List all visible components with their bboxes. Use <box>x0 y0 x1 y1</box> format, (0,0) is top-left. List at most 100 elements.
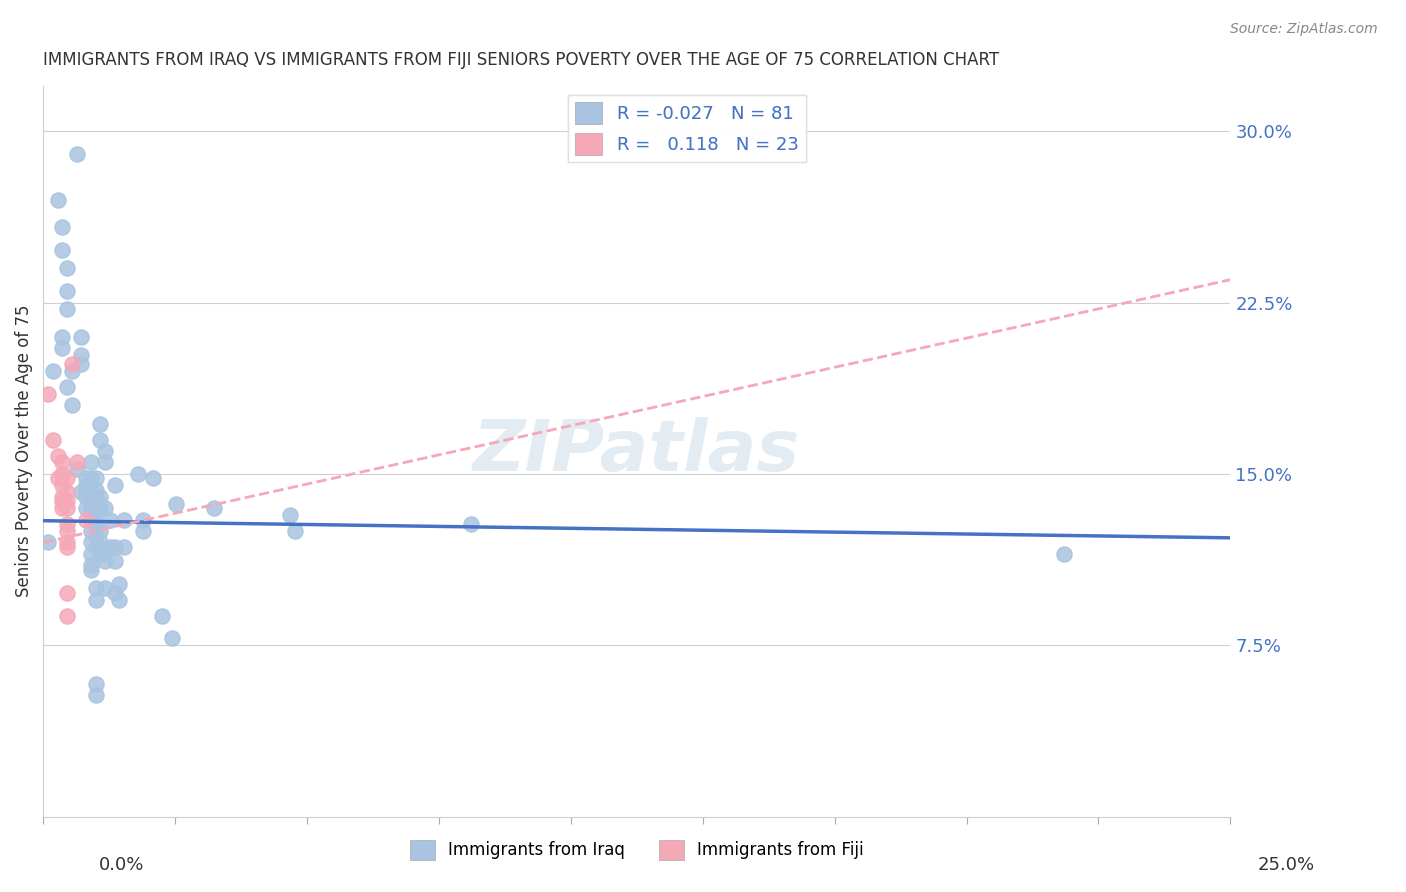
Point <box>42 433 65 447</box>
Point <box>89 524 111 538</box>
Point <box>51 494 73 508</box>
Point <box>56 494 79 508</box>
Point <box>51 220 73 235</box>
Point <box>80 563 103 577</box>
Text: 0.0%: 0.0% <box>98 856 143 874</box>
Point <box>75 471 97 485</box>
Point <box>56 608 79 623</box>
Point <box>75 485 97 500</box>
Point <box>94 581 117 595</box>
Point <box>112 540 135 554</box>
Point <box>70 330 93 344</box>
Point <box>56 535 79 549</box>
Point <box>51 478 73 492</box>
Point <box>37 387 59 401</box>
Text: 25.0%: 25.0% <box>1257 856 1315 874</box>
Point <box>56 302 79 317</box>
Point <box>70 485 93 500</box>
Text: IMMIGRANTS FROM IRAQ VS IMMIGRANTS FROM FIJI SENIORS POVERTY OVER THE AGE OF 75 : IMMIGRANTS FROM IRAQ VS IMMIGRANTS FROM … <box>44 51 1000 69</box>
Point <box>60 364 83 378</box>
Point <box>56 261 79 276</box>
Point <box>56 517 79 532</box>
Point <box>108 592 131 607</box>
Point <box>80 483 103 497</box>
Point <box>89 535 111 549</box>
Point <box>70 348 93 362</box>
Point <box>60 398 83 412</box>
Point <box>104 554 127 568</box>
Point <box>80 558 103 573</box>
Point <box>89 417 111 431</box>
Point <box>75 490 97 504</box>
Point <box>75 501 97 516</box>
Point <box>104 478 127 492</box>
Point <box>94 554 117 568</box>
Point <box>84 483 107 497</box>
Text: Source: ZipAtlas.com: Source: ZipAtlas.com <box>1230 22 1378 37</box>
Text: ZIPatlas: ZIPatlas <box>474 417 800 485</box>
Point <box>284 524 307 538</box>
Point <box>84 506 107 520</box>
Point <box>460 517 482 532</box>
Point <box>94 501 117 516</box>
Point <box>112 512 135 526</box>
Point <box>51 243 73 257</box>
Point <box>75 478 97 492</box>
Point <box>60 357 83 371</box>
Point <box>80 501 103 516</box>
Point <box>51 467 73 481</box>
Point <box>104 585 127 599</box>
Point <box>46 449 69 463</box>
Point <box>51 455 73 469</box>
Point <box>70 357 93 371</box>
Point <box>84 592 107 607</box>
Point <box>89 490 111 504</box>
Point <box>66 455 89 469</box>
Point <box>132 524 155 538</box>
Point <box>56 524 79 538</box>
Point <box>142 471 165 485</box>
Point <box>84 528 107 542</box>
Point <box>51 501 73 516</box>
Point <box>80 547 103 561</box>
Point <box>46 471 69 485</box>
Point <box>56 585 79 599</box>
Point <box>66 462 89 476</box>
Point <box>56 284 79 298</box>
Point <box>84 517 107 532</box>
Point <box>51 330 73 344</box>
Point <box>75 512 97 526</box>
Point <box>66 147 89 161</box>
Point <box>84 677 107 691</box>
Point <box>80 512 103 526</box>
Point <box>98 540 121 554</box>
Point <box>84 494 107 508</box>
Point <box>51 341 73 355</box>
Point <box>84 490 107 504</box>
Point <box>80 455 103 469</box>
Point <box>165 497 187 511</box>
Y-axis label: Seniors Poverty Over the Age of 75: Seniors Poverty Over the Age of 75 <box>15 305 32 598</box>
Point <box>89 547 111 561</box>
Point <box>278 508 301 522</box>
Point <box>160 632 183 646</box>
Point <box>56 471 79 485</box>
Point <box>94 444 117 458</box>
Point <box>84 540 107 554</box>
Point <box>94 455 117 469</box>
Point <box>37 535 59 549</box>
Point <box>132 512 155 526</box>
Point <box>108 576 131 591</box>
Legend: R = -0.027   N = 81, R =   0.118   N = 23: R = -0.027 N = 81, R = 0.118 N = 23 <box>568 95 806 162</box>
Point <box>89 501 111 516</box>
Point <box>84 581 107 595</box>
Point <box>56 485 79 500</box>
Point <box>84 689 107 703</box>
Point <box>150 608 173 623</box>
Point <box>42 364 65 378</box>
Point <box>89 433 111 447</box>
Point <box>46 193 69 207</box>
Point <box>80 490 103 504</box>
Point <box>56 540 79 554</box>
Point <box>202 501 225 516</box>
